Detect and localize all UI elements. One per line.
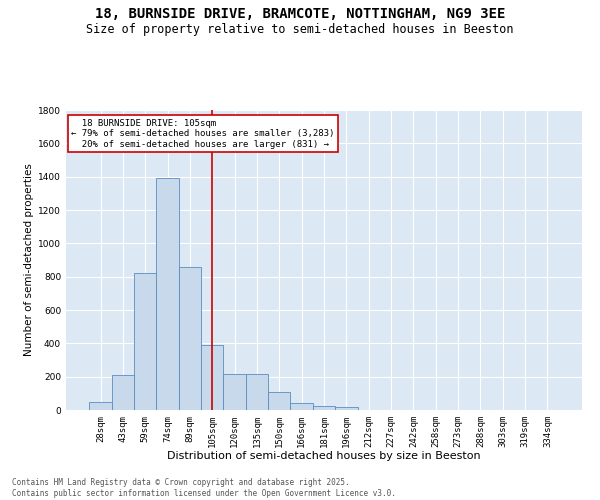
- Bar: [179, 266, 201, 410]
- Bar: [313, 406, 335, 410]
- Text: 18 BURNSIDE DRIVE: 105sqm
← 79% of semi-detached houses are smaller (3,283)
  20: 18 BURNSIDE DRIVE: 105sqm ← 79% of semi-…: [71, 119, 335, 149]
- Text: Contains HM Land Registry data © Crown copyright and database right 2025.
Contai: Contains HM Land Registry data © Crown c…: [12, 478, 396, 498]
- Bar: [201, 345, 223, 410]
- Bar: [335, 406, 358, 410]
- Bar: [134, 274, 157, 410]
- Bar: [268, 392, 290, 410]
- Bar: [112, 375, 134, 410]
- Bar: [246, 374, 268, 410]
- Bar: [223, 374, 246, 410]
- Y-axis label: Number of semi-detached properties: Number of semi-detached properties: [24, 164, 34, 356]
- X-axis label: Distribution of semi-detached houses by size in Beeston: Distribution of semi-detached houses by …: [167, 452, 481, 462]
- Text: 18, BURNSIDE DRIVE, BRAMCOTE, NOTTINGHAM, NG9 3EE: 18, BURNSIDE DRIVE, BRAMCOTE, NOTTINGHAM…: [95, 8, 505, 22]
- Bar: [89, 402, 112, 410]
- Text: Size of property relative to semi-detached houses in Beeston: Size of property relative to semi-detach…: [86, 22, 514, 36]
- Bar: [157, 178, 179, 410]
- Bar: [290, 404, 313, 410]
